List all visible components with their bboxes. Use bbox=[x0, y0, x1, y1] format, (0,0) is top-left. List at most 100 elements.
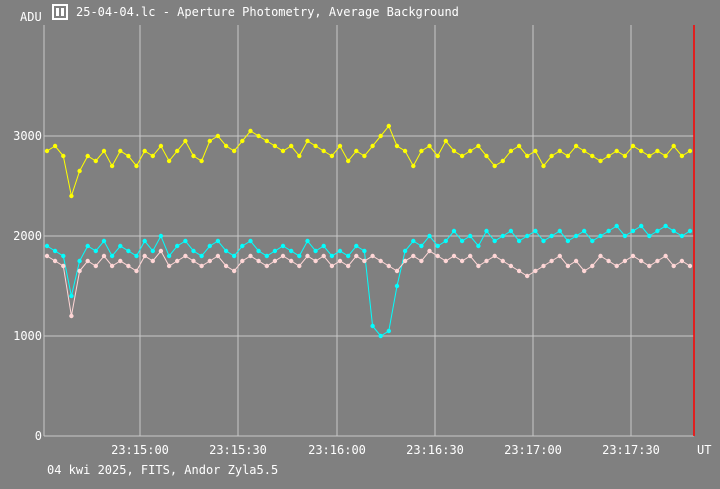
series-2-point bbox=[77, 258, 82, 264]
series-1-point bbox=[337, 143, 343, 149]
x-tick-label: 23:16:30 bbox=[406, 443, 464, 457]
series-2-point bbox=[582, 228, 587, 234]
series-1-point bbox=[52, 143, 58, 149]
series-3-point bbox=[533, 268, 538, 274]
series-3-point bbox=[166, 263, 172, 269]
series-3-point bbox=[280, 253, 286, 259]
series-2-point bbox=[297, 253, 302, 259]
series-1-point bbox=[557, 148, 562, 154]
series-3-point bbox=[679, 258, 685, 264]
y-axis-label: ADU bbox=[20, 10, 42, 24]
series-2-point bbox=[525, 233, 530, 239]
series-layer bbox=[44, 123, 693, 339]
series-1-point bbox=[663, 153, 668, 159]
series-2-point bbox=[346, 253, 351, 259]
x-tick-label: 23:15:00 bbox=[111, 443, 169, 457]
series-3-point bbox=[394, 268, 400, 274]
series-3-point bbox=[93, 263, 99, 269]
series-2-point bbox=[411, 238, 416, 244]
series-3-point bbox=[142, 253, 147, 259]
series-1-point bbox=[679, 153, 685, 159]
series-1-point bbox=[175, 148, 180, 154]
series-1-point bbox=[402, 148, 408, 154]
series-3-point bbox=[492, 253, 497, 259]
series-2-point bbox=[541, 238, 546, 244]
series-2-point bbox=[248, 238, 253, 244]
series-3-point bbox=[525, 273, 530, 279]
series-1-point bbox=[525, 153, 530, 159]
series-2-point bbox=[85, 243, 90, 249]
series-3-point bbox=[69, 313, 74, 319]
series-2-point bbox=[671, 228, 676, 234]
series-1-point bbox=[459, 153, 465, 159]
series-3-point bbox=[582, 268, 587, 274]
series-3-point bbox=[508, 263, 514, 269]
series-3-point bbox=[655, 258, 660, 264]
series-1-point bbox=[69, 193, 74, 199]
series-1-point bbox=[289, 143, 294, 149]
series-1-point bbox=[305, 138, 310, 144]
series-2-point bbox=[655, 228, 660, 234]
series-1-point bbox=[313, 143, 318, 149]
series-2-point bbox=[158, 233, 164, 239]
series-1-point bbox=[354, 148, 359, 154]
series-3-point bbox=[232, 268, 237, 274]
series-2-point bbox=[134, 253, 139, 259]
series-1-point bbox=[370, 143, 375, 149]
series-1-point bbox=[476, 143, 481, 149]
series-3-point bbox=[687, 263, 693, 269]
series-3-point bbox=[289, 258, 294, 264]
series-2-point bbox=[476, 243, 481, 249]
series-1-point bbox=[411, 163, 416, 169]
series-2-point bbox=[354, 243, 359, 249]
series-1-point bbox=[280, 148, 286, 154]
series-2-point bbox=[598, 233, 603, 239]
y-tick-label: 3000 bbox=[13, 129, 42, 143]
series-3-point bbox=[622, 258, 628, 264]
series-1-point bbox=[630, 143, 636, 149]
series-1-point bbox=[158, 143, 164, 149]
series-2-point bbox=[590, 238, 595, 244]
series-1-point bbox=[516, 143, 522, 149]
series-2-point bbox=[459, 238, 465, 244]
series-2-point bbox=[614, 223, 619, 229]
window-icon bbox=[52, 4, 68, 20]
series-2-point bbox=[508, 228, 514, 234]
series-2-point bbox=[289, 248, 294, 254]
series-2-point bbox=[565, 238, 571, 244]
series-1-point bbox=[565, 153, 571, 159]
series-1-point bbox=[272, 143, 278, 149]
series-2-point bbox=[93, 248, 99, 254]
series-3-point bbox=[549, 258, 554, 264]
series-2-point bbox=[647, 233, 652, 239]
series-1-point bbox=[215, 133, 221, 139]
series-1-point bbox=[549, 153, 554, 159]
series-2-point bbox=[175, 243, 180, 249]
series-3-point bbox=[590, 263, 595, 269]
x-axis-label: UT bbox=[697, 443, 711, 457]
series-1-point bbox=[93, 158, 99, 164]
series-3-point bbox=[118, 258, 123, 264]
series-1-point bbox=[573, 143, 579, 149]
series-2-point bbox=[142, 238, 147, 244]
x-tick-label: 23:15:30 bbox=[209, 443, 267, 457]
series-2-point bbox=[329, 253, 335, 259]
series-2-point bbox=[337, 248, 343, 254]
series-1-point bbox=[419, 148, 424, 154]
series-3-point bbox=[77, 268, 82, 274]
series-2-point bbox=[549, 233, 554, 239]
series-3-point bbox=[126, 263, 131, 269]
series-1-point bbox=[590, 153, 595, 159]
series-3-point bbox=[411, 253, 416, 259]
series-3-point bbox=[362, 258, 367, 264]
x-tick-label: 23:16:00 bbox=[308, 443, 366, 457]
series-2-point bbox=[215, 238, 221, 244]
y-tick-label: 2000 bbox=[13, 229, 42, 243]
series-2-point bbox=[435, 243, 440, 249]
series-2-point bbox=[150, 248, 155, 254]
series-1-point bbox=[435, 153, 440, 159]
series-3-point bbox=[639, 258, 644, 264]
series-3-point bbox=[264, 263, 269, 269]
series-2-point bbox=[126, 248, 131, 254]
series-2-point bbox=[109, 253, 115, 259]
